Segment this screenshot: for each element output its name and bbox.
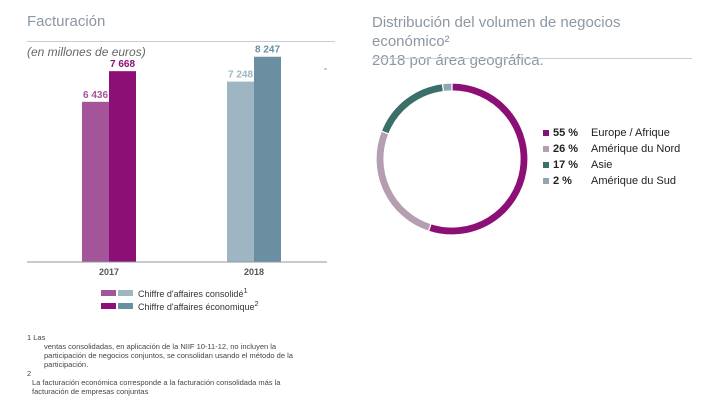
x-tick-label-2017: 2017 bbox=[99, 267, 119, 277]
right-title-divider bbox=[372, 58, 692, 59]
footnote-2-text: La facturación económica corresponde a l… bbox=[32, 378, 281, 396]
footnotes: 1 Las ventas consolidadas, en aplicación… bbox=[27, 333, 307, 396]
legend-swatch-economic-2018 bbox=[118, 302, 133, 309]
donut-legend-swatch bbox=[543, 146, 549, 152]
donut-legend-row: 26 % Amérique du Nord bbox=[543, 141, 680, 157]
donut-legend-value: 17 % bbox=[553, 159, 579, 171]
left-chart-subtitle: (en millones de euros) bbox=[27, 45, 146, 59]
legend-swatch-consolidated-2017 bbox=[101, 289, 116, 296]
donut-legend-row: 17 % Asie bbox=[543, 157, 680, 173]
right-title-line-2: 2018 por área geográfica. bbox=[372, 52, 544, 69]
bar-2017-economic bbox=[109, 71, 136, 262]
footnote-2-marker: 2 bbox=[27, 369, 32, 378]
legend-row-consolidated: Chiffre d'affaires consolidé1 bbox=[101, 286, 259, 299]
donut-legend-swatch bbox=[543, 178, 549, 184]
bar-2018-consolidated bbox=[227, 81, 254, 262]
donut-legend-value: 55 % bbox=[553, 127, 579, 139]
legend-label-economic: Chiffre d'affaires économique2 bbox=[138, 299, 259, 312]
donut-legend-label: Amérique du Nord bbox=[591, 143, 681, 155]
donut-legend-swatch bbox=[543, 130, 549, 136]
donut-legend-label: Asie bbox=[591, 159, 613, 171]
donut-slice-am-rique-du-sud bbox=[441, 82, 453, 93]
donut-legend-row: 2 % Amérique du Sud bbox=[543, 173, 680, 189]
donut-slice-europe-afrique bbox=[427, 82, 529, 236]
bar-2017-consolidated bbox=[82, 101, 109, 262]
donut-legend-value: 26 % bbox=[553, 143, 579, 155]
bar-2018-economic bbox=[254, 56, 281, 262]
legend-swatch-consolidated-2018 bbox=[118, 289, 133, 296]
donut-legend-row: 55 % Europe / Afrique bbox=[543, 125, 680, 141]
donut-legend-value: 2 % bbox=[553, 175, 572, 187]
bar-value-label-2017-consolidated: 6 436 bbox=[83, 90, 108, 101]
bar-legend: Chiffre d'affaires consolidé1 Chiffre d'… bbox=[101, 286, 259, 312]
bar-value-label-2018-economic: 8 247 bbox=[255, 45, 280, 56]
donut-slice-am-rique-du-nord bbox=[375, 130, 432, 233]
left-title-divider bbox=[27, 41, 335, 42]
donut-legend-label: Amérique du Sud bbox=[591, 175, 676, 187]
legend-label-consolidated: Chiffre d'affaires consolidé1 bbox=[138, 286, 248, 299]
donut-legend-swatch bbox=[543, 162, 549, 168]
donut-legend-label: Europe / Afrique bbox=[591, 127, 670, 139]
bar-value-label-2017-economic: 7 668 bbox=[110, 59, 135, 70]
donut-slice-asie bbox=[380, 82, 445, 135]
right-chart-title: Distribución del volumen de negocios eco… bbox=[372, 13, 692, 70]
legend-row-economic: Chiffre d'affaires économique2 bbox=[101, 299, 259, 312]
donut-legend: 55 % Europe / Afrique 26 % Amérique du Nord… bbox=[543, 125, 680, 189]
legend-swatch-economic-2017 bbox=[101, 302, 116, 309]
right-title-line-1: Distribución del volumen de negocios eco… bbox=[372, 14, 621, 50]
footnote-1-marker: 1 Las bbox=[27, 333, 46, 342]
footnote-1-text: ventas consolidadas, en aplicación de la… bbox=[44, 342, 293, 369]
left-chart-title: Facturación bbox=[27, 13, 106, 30]
bar-value-label-2018-consolidated: 7 248 bbox=[228, 70, 253, 81]
x-tick-label-2018: 2018 bbox=[244, 267, 264, 277]
